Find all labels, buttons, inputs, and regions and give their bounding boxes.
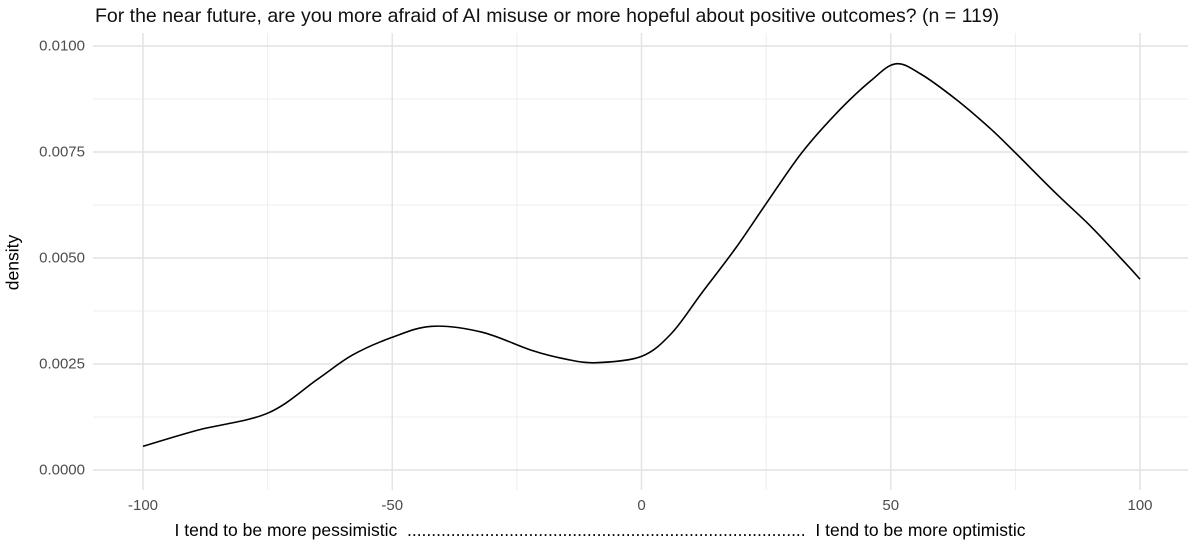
x-tick-label: 100 [1127,497,1153,514]
chart-title: For the near future, are you more afraid… [95,5,1000,27]
y-tick-label: 0.0075 [39,143,85,161]
y-tick-label: 0.0050 [39,249,85,267]
x-axis-label: I tend to be more pessimistic ..........… [174,520,1026,540]
density-curve [142,62,1141,448]
x-tick-label: 0 [637,497,646,514]
x-tick-label: 50 [882,497,900,514]
y-tick-label: 0.0100 [39,37,85,55]
x-tick-label: -50 [381,497,404,514]
y-tick-label: 0.0000 [39,461,85,479]
y-tick-label: 0.0025 [39,355,85,373]
x-tick-label: -100 [127,497,159,514]
